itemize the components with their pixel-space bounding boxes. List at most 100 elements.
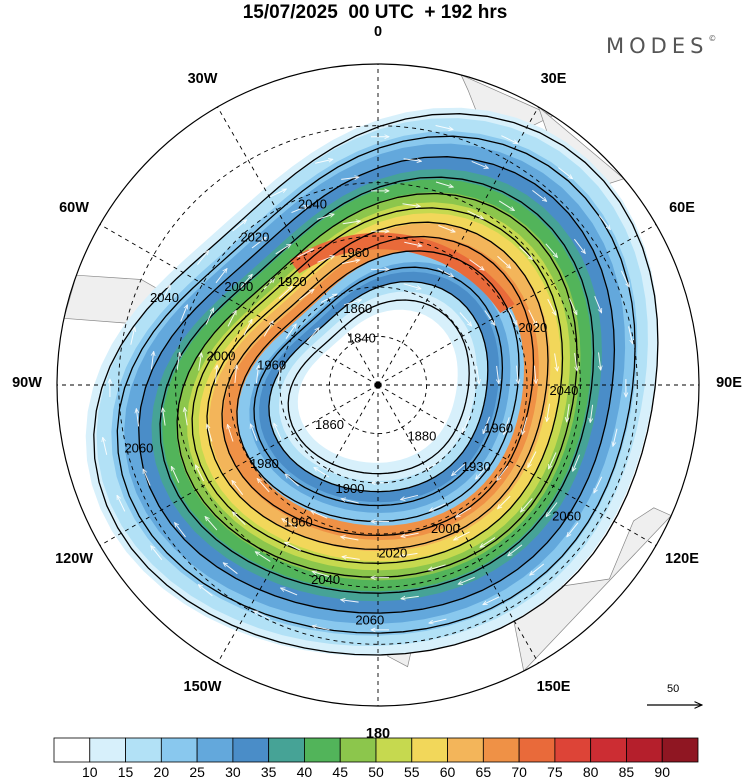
contour-labels: 2040 2020 2000 2000 2040 2060 1960 1920 1860 1840… [124, 197, 581, 628]
meridian-line [377, 106, 539, 386]
colorbar-segment [268, 737, 305, 763]
wind-arrow [320, 294, 337, 303]
wind-arrow [519, 246, 533, 260]
colorbar-segment [518, 737, 556, 763]
contour-label: 2060 [355, 612, 384, 627]
contour-label: 2020 [518, 320, 547, 335]
wind-arrow [522, 417, 528, 434]
wind-arrow [251, 237, 266, 249]
meridian-line [99, 384, 379, 546]
wind-arrow [342, 221, 361, 225]
wind-arrow [342, 557, 360, 560]
wind-arrow [232, 220, 247, 232]
wind-arrow [227, 310, 236, 327]
colorbar-tick-label: 45 [332, 764, 348, 780]
colorbar-tick-label: 25 [189, 764, 205, 780]
wind-arrow [227, 424, 234, 442]
lat-lon-grid [57, 64, 699, 706]
wind-arrow [215, 269, 227, 284]
wind-arrow [197, 251, 208, 265]
wind-arrow [103, 437, 108, 455]
colorbar [53, 737, 699, 763]
wind-arrow [163, 408, 166, 426]
wind-arrow [517, 365, 519, 384]
wind-arrow [235, 365, 237, 383]
wind-arrow [281, 588, 298, 596]
wind-arrow [342, 260, 360, 265]
wind-arrow [161, 285, 171, 302]
contour-label: 1860 [343, 301, 372, 316]
wind-arrow [403, 159, 422, 161]
wind-arrow [428, 564, 446, 570]
wind-arrow [207, 424, 213, 442]
contour-line [206, 221, 549, 551]
longitude-label: 30W [187, 71, 218, 88]
colorbar-tick-label: 85 [618, 764, 635, 780]
contour-line [287, 299, 470, 475]
wind-arrow [240, 274, 253, 289]
contour-line [138, 156, 616, 614]
wind-arrow [546, 502, 558, 517]
wind-arrow [437, 267, 454, 276]
wind-arrow [532, 190, 546, 201]
wind-arrow [508, 544, 523, 556]
colorbar-segment [53, 737, 91, 763]
wind-arrow [530, 563, 545, 575]
wind-arrow [316, 214, 334, 220]
wind-arrow [257, 479, 270, 493]
wind-arrow [143, 469, 151, 486]
latitude-circle [228, 235, 528, 535]
wind-arrow [548, 452, 557, 469]
wind-arrow [459, 312, 472, 327]
meridian-line [99, 224, 379, 386]
contour-label: 1960 [257, 358, 286, 373]
contour-line [93, 113, 659, 656]
wind-arrow [545, 243, 558, 258]
wind-arrow [116, 495, 126, 512]
colorbar-segment [196, 737, 234, 763]
contour-label: 2040 [298, 197, 327, 212]
wind-arrow [315, 159, 333, 164]
colorbar-segment [339, 737, 377, 763]
wind-arrow [498, 200, 514, 211]
wind-arrow [176, 352, 180, 371]
wind-arrow [269, 188, 286, 198]
contour-line [268, 280, 489, 493]
contour-label: 1980 [250, 456, 279, 471]
contour-label: 1880 [407, 429, 436, 444]
wind-arrow [233, 512, 246, 526]
wind-arrow [275, 244, 291, 255]
wind-arrow [574, 353, 578, 371]
wind-arrow [429, 618, 447, 623]
wind-arrow [480, 537, 496, 548]
wind-arrow [256, 365, 258, 384]
longitude-label: 150E [536, 678, 571, 695]
wind-arrow [215, 365, 217, 383]
colorbar-tick-label: 15 [117, 764, 134, 780]
wind-arrow [341, 499, 359, 504]
meridian-line [377, 384, 657, 546]
contour-label: 1920 [278, 274, 307, 289]
longitude-label: 60E [669, 199, 695, 216]
meridian-line [377, 384, 539, 664]
wind-arrow [620, 270, 630, 287]
colorbar-segment [590, 737, 627, 763]
wind-arrow [314, 467, 330, 478]
wind-arrow [312, 572, 330, 578]
wind-arrow [598, 215, 610, 229]
wind-arrow [573, 454, 580, 472]
wind-arrow [404, 241, 422, 246]
wind-arrow [341, 177, 359, 179]
wind-arrow [567, 403, 570, 422]
wind-arrow [401, 532, 419, 536]
wind-arrow [273, 423, 282, 440]
wind-arrow [401, 596, 419, 598]
contour-line [221, 235, 535, 537]
wind-arrow [452, 463, 466, 476]
wind-arrow [151, 351, 153, 370]
wind-arrow [282, 519, 298, 529]
map-border [56, 63, 700, 707]
colorbar-tick-label: 20 [153, 764, 170, 780]
wind-arrow [343, 300, 361, 306]
